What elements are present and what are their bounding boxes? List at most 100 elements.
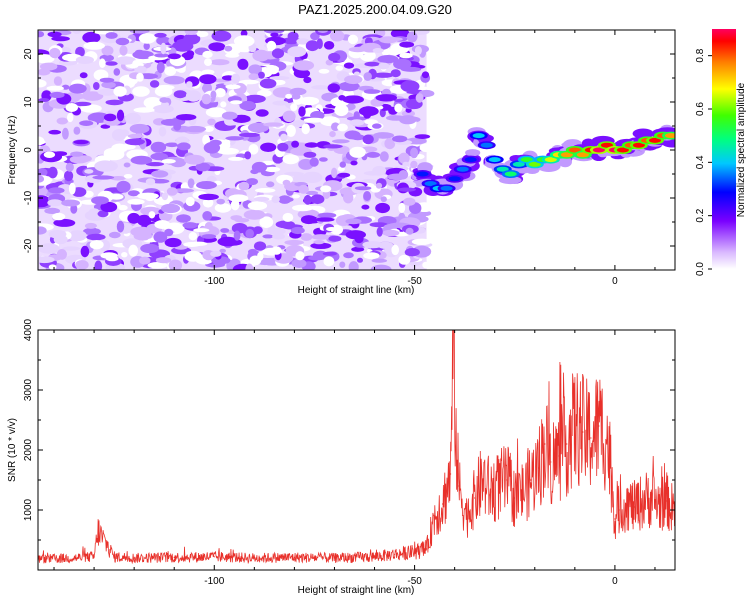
- heatmap-noise-blob: [72, 30, 82, 35]
- heatmap-noise-blob: [238, 181, 250, 191]
- heatmap-noise-blob: [75, 56, 94, 64]
- heatmap-noise-blob: [224, 45, 233, 52]
- heatmap-noise-blob: [323, 41, 335, 50]
- heatmap-noise-blob: [38, 98, 50, 102]
- heatmap-noise-blob: [245, 228, 254, 239]
- snr-data-point: [93, 556, 95, 558]
- heatmap-noise-blob: [291, 258, 307, 268]
- heatmap-noise-blob: [65, 162, 74, 172]
- heatmap-noise-blob: [186, 81, 193, 88]
- y-tick-label: 3000: [23, 378, 34, 401]
- heatmap-noise-blob: [173, 90, 187, 99]
- snr-data-point: [522, 491, 524, 493]
- heatmap-noise-blob: [86, 233, 106, 241]
- heatmap-noise-blob: [38, 168, 48, 177]
- heatmap-noise-blob: [173, 121, 182, 131]
- heatmap-noise-blob: [351, 246, 365, 252]
- heatmap-noise-blob: [134, 65, 147, 74]
- heatmap-noise-blob: [271, 195, 280, 204]
- heatmap-noise-blob: [217, 236, 239, 247]
- heatmap-noise-blob: [337, 172, 351, 178]
- heatmap-noise-blob: [318, 212, 337, 219]
- heatmap-noise-blob: [130, 155, 153, 165]
- heatmap-noise-blob: [303, 194, 312, 205]
- heatmap-noise-blob: [329, 131, 336, 138]
- heatmap-noise-blob: [122, 238, 143, 249]
- snr-data-point: [458, 485, 460, 487]
- heatmap-noise-blob: [298, 106, 306, 117]
- y-tick-label: 2000: [23, 438, 34, 461]
- heatmap-noise-blob: [303, 151, 317, 158]
- heatmap-noise-blob: [150, 141, 167, 153]
- colorbar-ticks: 0.0 0.2 0.4 0.6 0.8: [695, 48, 712, 276]
- heatmap-signal-core: [440, 185, 453, 191]
- heatmap-noise-blob: [238, 132, 260, 138]
- heatmap-signal-core: [456, 166, 469, 172]
- snr-data-point: [582, 431, 584, 433]
- heatmap-noise-blob: [82, 227, 101, 236]
- heatmap-noise-blob: [363, 191, 372, 201]
- heatmap-noise-blob: [267, 228, 286, 235]
- heatmap-noise-blob: [350, 160, 358, 166]
- heatmap-noise-blob: [292, 204, 314, 212]
- heatmap-noise-blob: [376, 226, 383, 237]
- heatmap-noise-blob: [38, 54, 55, 64]
- heatmap-noise-blob: [292, 120, 305, 128]
- heatmap-noise-blob: [145, 178, 156, 186]
- heatmap-noise-blob: [152, 104, 174, 114]
- heatmap-noise-blob: [127, 212, 141, 224]
- y-tick-label: 4000: [23, 318, 34, 341]
- heatmap-noise-blob: [105, 61, 118, 66]
- heatmap-noise-blob: [52, 212, 66, 221]
- snr-data-point: [373, 556, 376, 558]
- snr-data-point: [133, 557, 135, 559]
- heatmap-noise-blob: [244, 151, 252, 160]
- heatmap-noise-blob: [161, 159, 176, 164]
- heatmap-noise-blob: [84, 222, 97, 229]
- heatmap-noise-blob: [198, 193, 219, 201]
- heatmap-noise-blob: [68, 182, 76, 195]
- heatmap-noise-blob: [394, 103, 403, 113]
- heatmap-noise-blob: [228, 194, 249, 202]
- heatmap-noise-blob: [187, 178, 195, 189]
- heatmap-noise-blob: [233, 230, 241, 241]
- heatmap-noise-blob: [84, 169, 94, 174]
- heatmap-noise-blob: [188, 232, 198, 241]
- heatmap-noise-blob: [201, 84, 210, 92]
- heatmap-noise-blob: [195, 162, 211, 172]
- snr-data-point: [558, 455, 560, 457]
- snr-data-point: [538, 467, 540, 469]
- heatmap-noise-blob: [103, 113, 117, 122]
- heatmap-noise-blob: [62, 246, 81, 251]
- snr-data-point: [466, 515, 468, 517]
- snr-data-point: [442, 503, 444, 505]
- heatmap-signal-core: [576, 152, 589, 158]
- heatmap-noise-blob: [109, 231, 121, 239]
- heatmap-noise-blob: [392, 135, 408, 143]
- heatmap-noise-blob: [257, 71, 265, 79]
- heatmap-noise-blob: [202, 50, 213, 59]
- heatmap-noise-blob: [275, 220, 295, 229]
- heatmap-noise-layer: [38, 30, 435, 270]
- heatmap-y-ticks: -20 -10 0 10 20: [23, 29, 675, 271]
- snr-x-ticks: -100 -50 0: [53, 330, 656, 587]
- x-tick-label: 0: [612, 576, 618, 587]
- heatmap-noise-blob: [301, 123, 310, 135]
- heatmap-noise-blob: [233, 35, 255, 47]
- heatmap-noise-blob: [120, 143, 136, 150]
- heatmap-noise-blob: [310, 32, 320, 41]
- heatmap-noise-blob: [372, 123, 382, 129]
- heatmap-noise-blob: [375, 182, 383, 189]
- heatmap-noise-blob: [285, 93, 292, 99]
- snr-data-point: [434, 515, 436, 517]
- heatmap-noise-blob: [97, 210, 109, 218]
- heatmap-y-axis-label: Frequency (Hz): [7, 116, 18, 185]
- heatmap-noise-blob: [121, 252, 128, 258]
- heatmap-noise-blob: [202, 197, 214, 208]
- heatmap-noise-blob: [80, 245, 90, 258]
- heatmap-noise-blob: [217, 147, 239, 155]
- heatmap-noise-blob: [373, 72, 394, 78]
- heatmap-noise-blob: [183, 242, 201, 247]
- heatmap-noise-blob: [272, 100, 289, 106]
- heatmap-noise-blob: [401, 110, 415, 117]
